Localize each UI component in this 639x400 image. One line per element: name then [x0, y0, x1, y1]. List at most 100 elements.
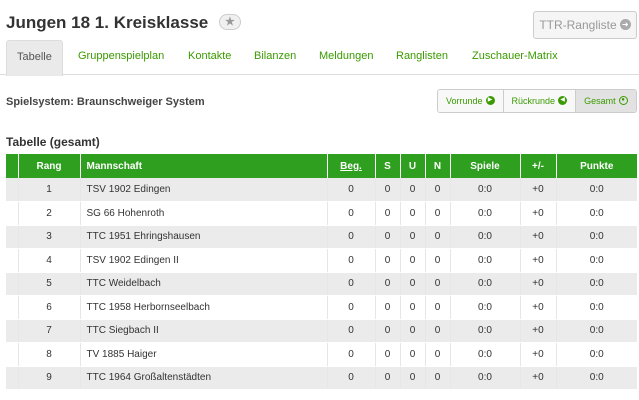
- cell-n: 0: [425, 295, 451, 320]
- cell-mannschaft[interactable]: TV 1885 Haiger: [80, 342, 328, 367]
- cell-n: 0: [425, 178, 451, 202]
- cell-mannschaft[interactable]: TSV 1902 Edingen: [80, 178, 328, 202]
- cell-rang: 4: [18, 248, 81, 273]
- table-row: 6 TTC 1958 Herbornseelbach 0 0 0 0 0:0 +0 0:0: [6, 295, 637, 320]
- cell-u: 0: [400, 366, 426, 390]
- cell-spiele[interactable]: 0:0: [450, 295, 521, 320]
- table-row: 4 TSV 1902 Edingen II 0 0 0 0 0:0 +0 0:0: [6, 248, 637, 273]
- cell-beg: 0: [327, 366, 376, 390]
- arrow-right-circle-icon: ➜: [619, 19, 631, 31]
- cell-diff: +0: [520, 342, 557, 367]
- header-rang: Rang: [18, 154, 81, 178]
- cell-u: 0: [400, 319, 426, 343]
- cell-u: 0: [400, 178, 426, 202]
- cell-s: 0: [375, 342, 401, 367]
- cell-beg: 0: [327, 201, 376, 226]
- cell-beg: 0: [327, 178, 376, 202]
- phase-gesamt-button[interactable]: Gesamt ●: [575, 90, 636, 112]
- cell-spiele[interactable]: 0:0: [450, 366, 521, 390]
- cell-beg: 0: [327, 342, 376, 367]
- tab-tabelle[interactable]: Tabelle: [6, 40, 63, 76]
- phase-vorrunde-button[interactable]: Vorrunde ▶: [438, 90, 503, 112]
- cell-mannschaft[interactable]: TTC Siegbach II: [80, 319, 328, 343]
- phase-rueckrunde-button[interactable]: Rückrunde ◀: [502, 90, 576, 112]
- cell-spiele[interactable]: 0:0: [450, 248, 521, 273]
- tab-meldungen[interactable]: Meldungen: [319, 50, 374, 62]
- cell-rang: 8: [18, 342, 81, 367]
- cell-punkte: 0:0: [556, 178, 637, 202]
- header-mannschaft: Mannschaft: [80, 154, 328, 178]
- header-beg[interactable]: Beg.: [327, 154, 376, 178]
- arrow-left-circle-icon: ◀: [558, 96, 568, 106]
- page-title: Jungen 18 1. Kreisklasse ★: [6, 13, 241, 33]
- cell-diff: +0: [520, 248, 557, 273]
- tab-kontakte[interactable]: Kontakte: [188, 50, 232, 62]
- spielsystem-label: Spielsystem: Braunschweiger System: [6, 96, 205, 108]
- cell-s: 0: [375, 366, 401, 390]
- row-marker: [6, 366, 19, 390]
- header-s: S: [375, 154, 401, 178]
- cell-rang: 9: [18, 366, 81, 390]
- cell-diff: +0: [520, 319, 557, 343]
- cell-punkte: 0:0: [556, 319, 637, 343]
- cell-n: 0: [425, 248, 451, 273]
- table-row: 5 TTC Weidelbach 0 0 0 0 0:0 +0 0:0: [6, 272, 637, 296]
- header-u: U: [400, 154, 426, 178]
- cell-u: 0: [400, 342, 426, 367]
- header-beg-label: Beg.: [340, 160, 362, 172]
- row-marker: [6, 342, 19, 367]
- cell-punkte: 0:0: [556, 366, 637, 390]
- cell-diff: +0: [520, 178, 557, 202]
- phase-gesamt-label: Gesamt: [584, 96, 616, 106]
- cell-punkte: 0:0: [556, 342, 637, 367]
- header-punkte: Punkte: [556, 154, 637, 178]
- section-title: Tabelle (gesamt): [6, 135, 100, 149]
- arrow-right-circle-icon: ▶: [485, 96, 495, 106]
- tab-bilanzen[interactable]: Bilanzen: [254, 50, 297, 62]
- cell-u: 0: [400, 295, 426, 320]
- radio-circle-icon: ●: [618, 96, 628, 106]
- tab-ranglisten[interactable]: Ranglisten: [396, 50, 448, 62]
- cell-mannschaft[interactable]: TTC 1958 Herbornseelbach: [80, 295, 328, 320]
- cell-beg: 0: [327, 248, 376, 273]
- cell-s: 0: [375, 295, 401, 320]
- phase-vorrunde-label: Vorrunde: [446, 96, 483, 106]
- cell-spiele[interactable]: 0:0: [450, 272, 521, 296]
- cell-n: 0: [425, 272, 451, 296]
- page-title-text: Jungen 18 1. Kreisklasse: [6, 13, 209, 32]
- tab-gruppenspielplan[interactable]: Gruppenspielplan: [78, 50, 165, 62]
- ttr-rangliste-button[interactable]: TTR-Rangliste ➜: [533, 11, 637, 39]
- cell-n: 0: [425, 319, 451, 343]
- phase-rueckrunde-label: Rückrunde: [511, 96, 556, 106]
- cell-mannschaft[interactable]: TTC 1951 Ehringshausen: [80, 225, 328, 249]
- cell-spiele[interactable]: 0:0: [450, 225, 521, 249]
- cell-spiele[interactable]: 0:0: [450, 178, 521, 202]
- cell-spiele[interactable]: 0:0: [450, 319, 521, 343]
- row-marker: [6, 248, 19, 273]
- cell-mannschaft[interactable]: TSV 1902 Edingen II: [80, 248, 328, 273]
- cell-punkte: 0:0: [556, 272, 637, 296]
- table-row: 8 TV 1885 Haiger 0 0 0 0 0:0 +0 0:0: [6, 342, 637, 367]
- cell-mannschaft[interactable]: SG 66 Hohenroth: [80, 201, 328, 226]
- cell-spiele[interactable]: 0:0: [450, 342, 521, 367]
- cell-s: 0: [375, 225, 401, 249]
- row-marker: [6, 295, 19, 320]
- tab-zuschauer-matrix[interactable]: Zuschauer-Matrix: [472, 50, 558, 62]
- cell-mannschaft[interactable]: TTC Weidelbach: [80, 272, 328, 296]
- cell-n: 0: [425, 201, 451, 226]
- cell-u: 0: [400, 225, 426, 249]
- favorite-button[interactable]: ★: [218, 13, 241, 30]
- cell-u: 0: [400, 248, 426, 273]
- cell-s: 0: [375, 201, 401, 226]
- tab-bar: Tabelle Gruppenspielplan Kontakte Bilanz…: [0, 40, 639, 76]
- header-spiele: Spiele: [450, 154, 521, 178]
- cell-rang: 2: [18, 201, 81, 226]
- table-row: 2 SG 66 Hohenroth 0 0 0 0 0:0 +0 0:0: [6, 201, 637, 226]
- cell-s: 0: [375, 248, 401, 273]
- table-body: 1 TSV 1902 Edingen 0 0 0 0 0:0 +0 0:0 2 SG 66 Hohe…: [6, 178, 637, 390]
- cell-mannschaft[interactable]: TTC 1964 Großaltenstädten: [80, 366, 328, 390]
- cell-spiele[interactable]: 0:0: [450, 201, 521, 226]
- ttr-rangliste-label: TTR-Rangliste: [539, 18, 617, 32]
- standings-table: Rang Mannschaft Beg. S U N Spiele +/- Pu…: [6, 154, 637, 390]
- cell-s: 0: [375, 319, 401, 343]
